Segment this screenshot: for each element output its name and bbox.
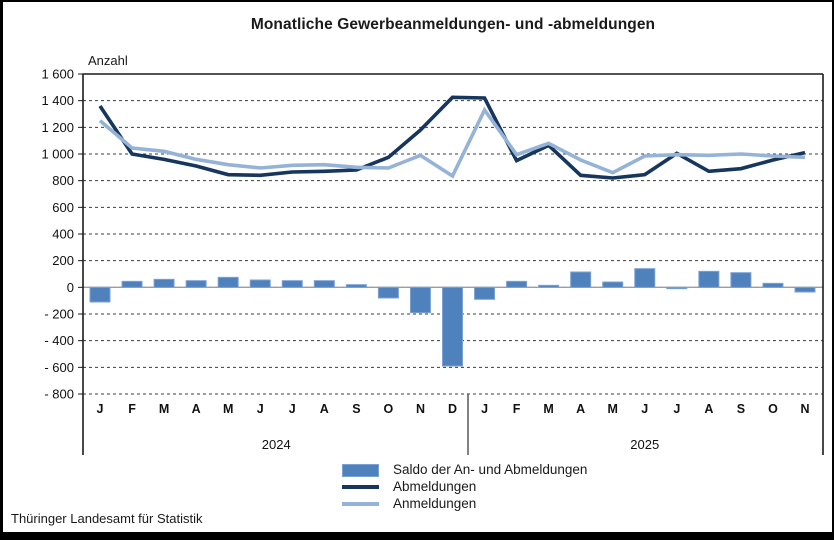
- svg-text:J: J: [289, 402, 296, 416]
- saldo-bar-swatch: [342, 463, 379, 477]
- svg-text:A: A: [576, 402, 585, 416]
- saldo-bar: [409, 286, 431, 314]
- y-axis-labels: 1 600 1 400 1 200 1 000 800 600 400 200 0 - 200 - …: [41, 67, 74, 402]
- svg-text:- 800: - 800: [44, 387, 74, 402]
- legend-label-saldo: Saldo der An- und Abmeldungen: [393, 462, 588, 478]
- svg-text:0: 0: [67, 280, 74, 295]
- svg-text:F: F: [128, 402, 136, 416]
- saldo-bar: [249, 279, 271, 288]
- saldo-bar: [217, 276, 239, 288]
- saldo-bar: [570, 271, 592, 288]
- legend-item-abmeldungen: Abmeldungen: [342, 479, 587, 495]
- svg-text:600: 600: [52, 200, 74, 215]
- abmeldungen-line: [98, 95, 806, 180]
- saldo-bar: [281, 280, 303, 288]
- svg-text:O: O: [384, 402, 394, 416]
- svg-text:M: M: [223, 402, 233, 416]
- anmeldungen-line-swatch: [342, 502, 379, 506]
- saldo-bar: [185, 280, 207, 288]
- svg-text:2024: 2024: [262, 437, 291, 452]
- legend-item-saldo: Saldo der An- und Abmeldungen: [342, 462, 587, 478]
- svg-text:M: M: [543, 402, 553, 416]
- svg-text:J: J: [97, 402, 104, 416]
- source-attribution: Thüringer Landesamt für Statistik: [11, 511, 203, 526]
- bottom-border-bar: [3, 532, 832, 538]
- saldo-bar: [506, 280, 528, 288]
- year-labels: 2024 2025: [262, 437, 659, 452]
- svg-text:M: M: [159, 402, 169, 416]
- svg-text:N: N: [800, 402, 809, 416]
- saldo-bar: [698, 270, 720, 288]
- svg-text:M: M: [608, 402, 618, 416]
- legend-label-abmeldungen: Abmeldungen: [393, 479, 477, 495]
- legend-item-anmeldungen: Anmeldungen: [342, 496, 587, 512]
- svg-text:- 600: - 600: [44, 360, 74, 375]
- legend-label-anmeldungen: Anmeldungen: [393, 496, 477, 512]
- anmeldungen-line: [98, 106, 806, 179]
- saldo-bar: [313, 280, 335, 288]
- saldo-bar: [121, 280, 143, 288]
- svg-text:D: D: [448, 402, 457, 416]
- gridlines: [78, 73, 823, 395]
- saldo-bar: [153, 278, 175, 288]
- saldo-bar: [794, 286, 816, 293]
- svg-text:1 400: 1 400: [41, 93, 74, 108]
- svg-text:1 600: 1 600: [41, 67, 74, 82]
- saldo-bar: [442, 286, 463, 367]
- y-axis-unit-label: Anzahl: [88, 53, 128, 68]
- svg-text:F: F: [513, 402, 521, 416]
- saldo-bar: [602, 281, 624, 288]
- svg-text:J: J: [673, 402, 680, 416]
- saldo-bar: [474, 286, 496, 300]
- saldo-bar: [345, 284, 367, 288]
- svg-text:S: S: [737, 402, 745, 416]
- svg-text:J: J: [257, 402, 264, 416]
- svg-text:1 200: 1 200: [41, 120, 74, 135]
- svg-text:800: 800: [52, 173, 74, 188]
- svg-text:- 400: - 400: [44, 333, 74, 348]
- saldo-bar: [377, 286, 399, 299]
- svg-text:1 000: 1 000: [41, 147, 74, 162]
- chart-title: Monatliche Gewerbeanmeldungen- und -abme…: [250, 16, 656, 33]
- svg-text:A: A: [320, 402, 329, 416]
- svg-text:A: A: [704, 402, 713, 416]
- svg-text:N: N: [416, 402, 425, 416]
- saldo-bar: [89, 286, 111, 303]
- saldo-bar: [634, 268, 656, 288]
- svg-text:O: O: [768, 402, 778, 416]
- abmeldungen-line-swatch: [342, 485, 379, 489]
- legend: Saldo der An- und Abmeldungen Abmeldunge…: [342, 462, 587, 512]
- svg-text:J: J: [481, 402, 488, 416]
- saldo-bar: [730, 272, 752, 288]
- svg-text:400: 400: [52, 227, 74, 242]
- saldo-bars: [89, 268, 816, 367]
- svg-text:S: S: [352, 402, 360, 416]
- svg-text:J: J: [641, 402, 648, 416]
- saldo-bar: [538, 284, 560, 288]
- saldo-bar: [666, 286, 688, 290]
- chart-canvas: 1 600 1 400 1 200 1 000 800 600 400 200 0 - 200 - …: [41, 67, 824, 455]
- svg-text:2025: 2025: [630, 437, 659, 452]
- saldo-bar: [762, 282, 784, 288]
- svg-text:A: A: [192, 402, 201, 416]
- svg-text:- 200: - 200: [44, 307, 74, 322]
- svg-text:200: 200: [52, 253, 74, 268]
